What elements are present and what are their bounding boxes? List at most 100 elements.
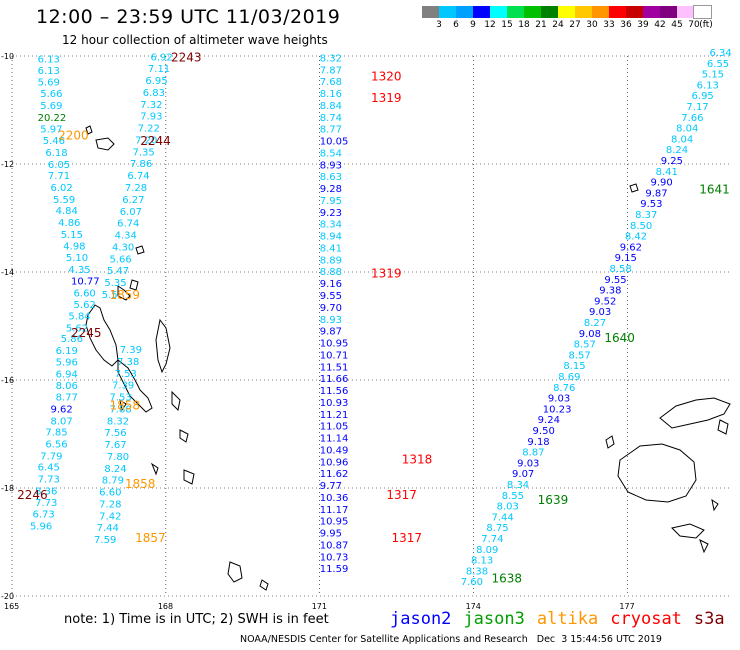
wave-height-value: 6.74: [127, 171, 149, 182]
wave-height-value: 6.13: [38, 66, 60, 77]
island-pentecost: [171, 390, 181, 412]
wave-height-value: 8.34: [320, 220, 342, 231]
color-scale-label: 9: [470, 20, 476, 30]
wave-height-value: 8.41: [656, 167, 678, 178]
wave-height-value: 8.57: [568, 350, 590, 361]
wave-height-value: 9.03: [589, 307, 611, 318]
wave-height-value: 8.03: [497, 502, 519, 513]
wave-height-value: 6.13: [697, 80, 719, 91]
wave-height-value: 8.57: [574, 340, 596, 351]
color-scale-cell: [422, 6, 439, 18]
wave-height-value: 9.07: [512, 469, 534, 480]
wave-height-value: 8.87: [522, 448, 544, 459]
wave-height-value: 8.88: [320, 267, 342, 278]
wave-height-value: 9.16: [320, 279, 342, 290]
island-banks: [135, 245, 145, 255]
pass-time-label: 1638: [492, 572, 523, 586]
wave-height-value: 5.15: [702, 70, 724, 81]
color-scale-label: 70: [688, 20, 700, 30]
wave-height-value: 8.76: [553, 383, 575, 394]
wave-height-value: 10.87: [320, 540, 349, 551]
wave-height-value: 4.30: [112, 242, 134, 253]
wave-height-value: 7.80: [107, 452, 129, 463]
island-vanua-levu: [659, 397, 731, 429]
wave-height-value: 5.66: [40, 89, 62, 100]
wave-height-value: 7.56: [104, 428, 126, 439]
color-scale-cell: [524, 6, 541, 18]
color-scale-label: 21: [535, 20, 547, 30]
wave-height-value: 6.94: [56, 369, 78, 380]
units-label: (ft): [699, 20, 713, 30]
wave-height-value: 5.96: [56, 357, 78, 368]
wave-height-value: 7.39: [112, 381, 134, 392]
wave-height-value: 7.59: [94, 535, 116, 546]
color-scale-legend: 3 6 9 12 15 18 21 24 27 30 33 36 39 42 45 70 (ft): [422, 5, 713, 32]
wave-height-value: 8.84: [320, 101, 342, 112]
wave-height-value: 5.46: [43, 136, 65, 147]
wave-height-value: 11.56: [320, 386, 349, 397]
color-scale-cell: [693, 5, 712, 19]
color-scale-label: 45: [671, 20, 683, 30]
pass-time-label: 1858: [109, 399, 140, 413]
color-scale-label: 42: [654, 20, 666, 30]
wave-height-value: 9.38: [599, 286, 621, 297]
wave-height-value: 5.5: [102, 290, 118, 301]
altimeter-tracks: 6.136.135.695.665.6920.225.975.466.186.0…: [30, 48, 732, 588]
wave-height-value: 11.05: [320, 422, 349, 433]
wave-height-value: 7.39: [120, 345, 142, 356]
wave-height-value: 8.69: [558, 372, 580, 383]
island-rotuma: [629, 183, 639, 193]
wave-height-value: 11.62: [320, 469, 349, 480]
longitude-label: 174: [466, 602, 481, 611]
wave-height-value: 8.16: [320, 89, 342, 100]
wave-height-value: 5.84: [68, 312, 90, 323]
wave-height-value: 8.58: [609, 264, 631, 275]
pass-time-label: 1641: [699, 183, 730, 197]
color-scale-label: 6: [453, 20, 459, 30]
wave-height-value: 5.96: [30, 522, 52, 533]
pass-time-label: 1319: [371, 266, 402, 280]
wave-height-value: 5.66: [109, 254, 131, 265]
wave-height-value: 5.59: [53, 195, 75, 206]
pass-time-label: 1639: [538, 493, 569, 507]
wave-height-value: 6.05: [48, 160, 70, 171]
wave-height-value: 6.18: [45, 148, 67, 159]
latitude-label: -14: [1, 268, 14, 277]
wave-height-value: 9.87: [320, 327, 342, 338]
wave-height-value: 4.84: [56, 206, 78, 217]
wave-height-value: 8.38: [466, 566, 488, 577]
color-scale-labels: 3 6 9 12 15 18 21 24 27 30 33 36 39 42 45 70 (ft): [422, 18, 713, 32]
pass-time-label: 1858: [125, 477, 156, 491]
satellite-legend-cryosat: cryosat: [610, 609, 682, 629]
island-aneityum: [259, 579, 269, 591]
wave-height-value: 7.44: [492, 512, 514, 523]
wave-height-value: 7.87: [320, 65, 342, 76]
pass-time-label: 1317: [386, 488, 417, 502]
wave-height-value: 10.95: [320, 339, 349, 350]
island-malekula: [117, 358, 153, 413]
wave-height-value: 6.02: [50, 183, 72, 194]
island-tanna: [227, 561, 243, 583]
wave-height-value: 6.74: [117, 219, 139, 230]
wave-height-value: 9.08: [579, 329, 601, 340]
wave-height-value: 9.03: [517, 458, 539, 469]
map-title: 12:00 – 23:59 UTC 11/03/2019: [36, 6, 341, 28]
wave-height-value: 8.89: [320, 255, 342, 266]
wave-height-value: 8.54: [320, 148, 342, 159]
island-small-1: [150, 462, 159, 476]
wave-height-value: 7.28: [125, 183, 147, 194]
island-viti-levu: [617, 443, 697, 503]
wave-height-value: 7.85: [45, 428, 67, 439]
wave-height-value: 7.67: [104, 440, 126, 451]
wave-height-value: 8.55: [502, 491, 524, 502]
latitude-label: -20: [1, 592, 14, 601]
wave-height-value: 9.90: [651, 178, 673, 189]
color-scale-label: 30: [586, 20, 598, 30]
island-efate: [155, 318, 171, 374]
wave-height-value: 9.15: [615, 253, 637, 264]
wave-height-value: 9.50: [533, 426, 555, 437]
wave-height-value: 11.17: [320, 505, 349, 516]
island-yasawa: [605, 435, 615, 449]
wave-height-value: 9.55: [320, 291, 342, 302]
